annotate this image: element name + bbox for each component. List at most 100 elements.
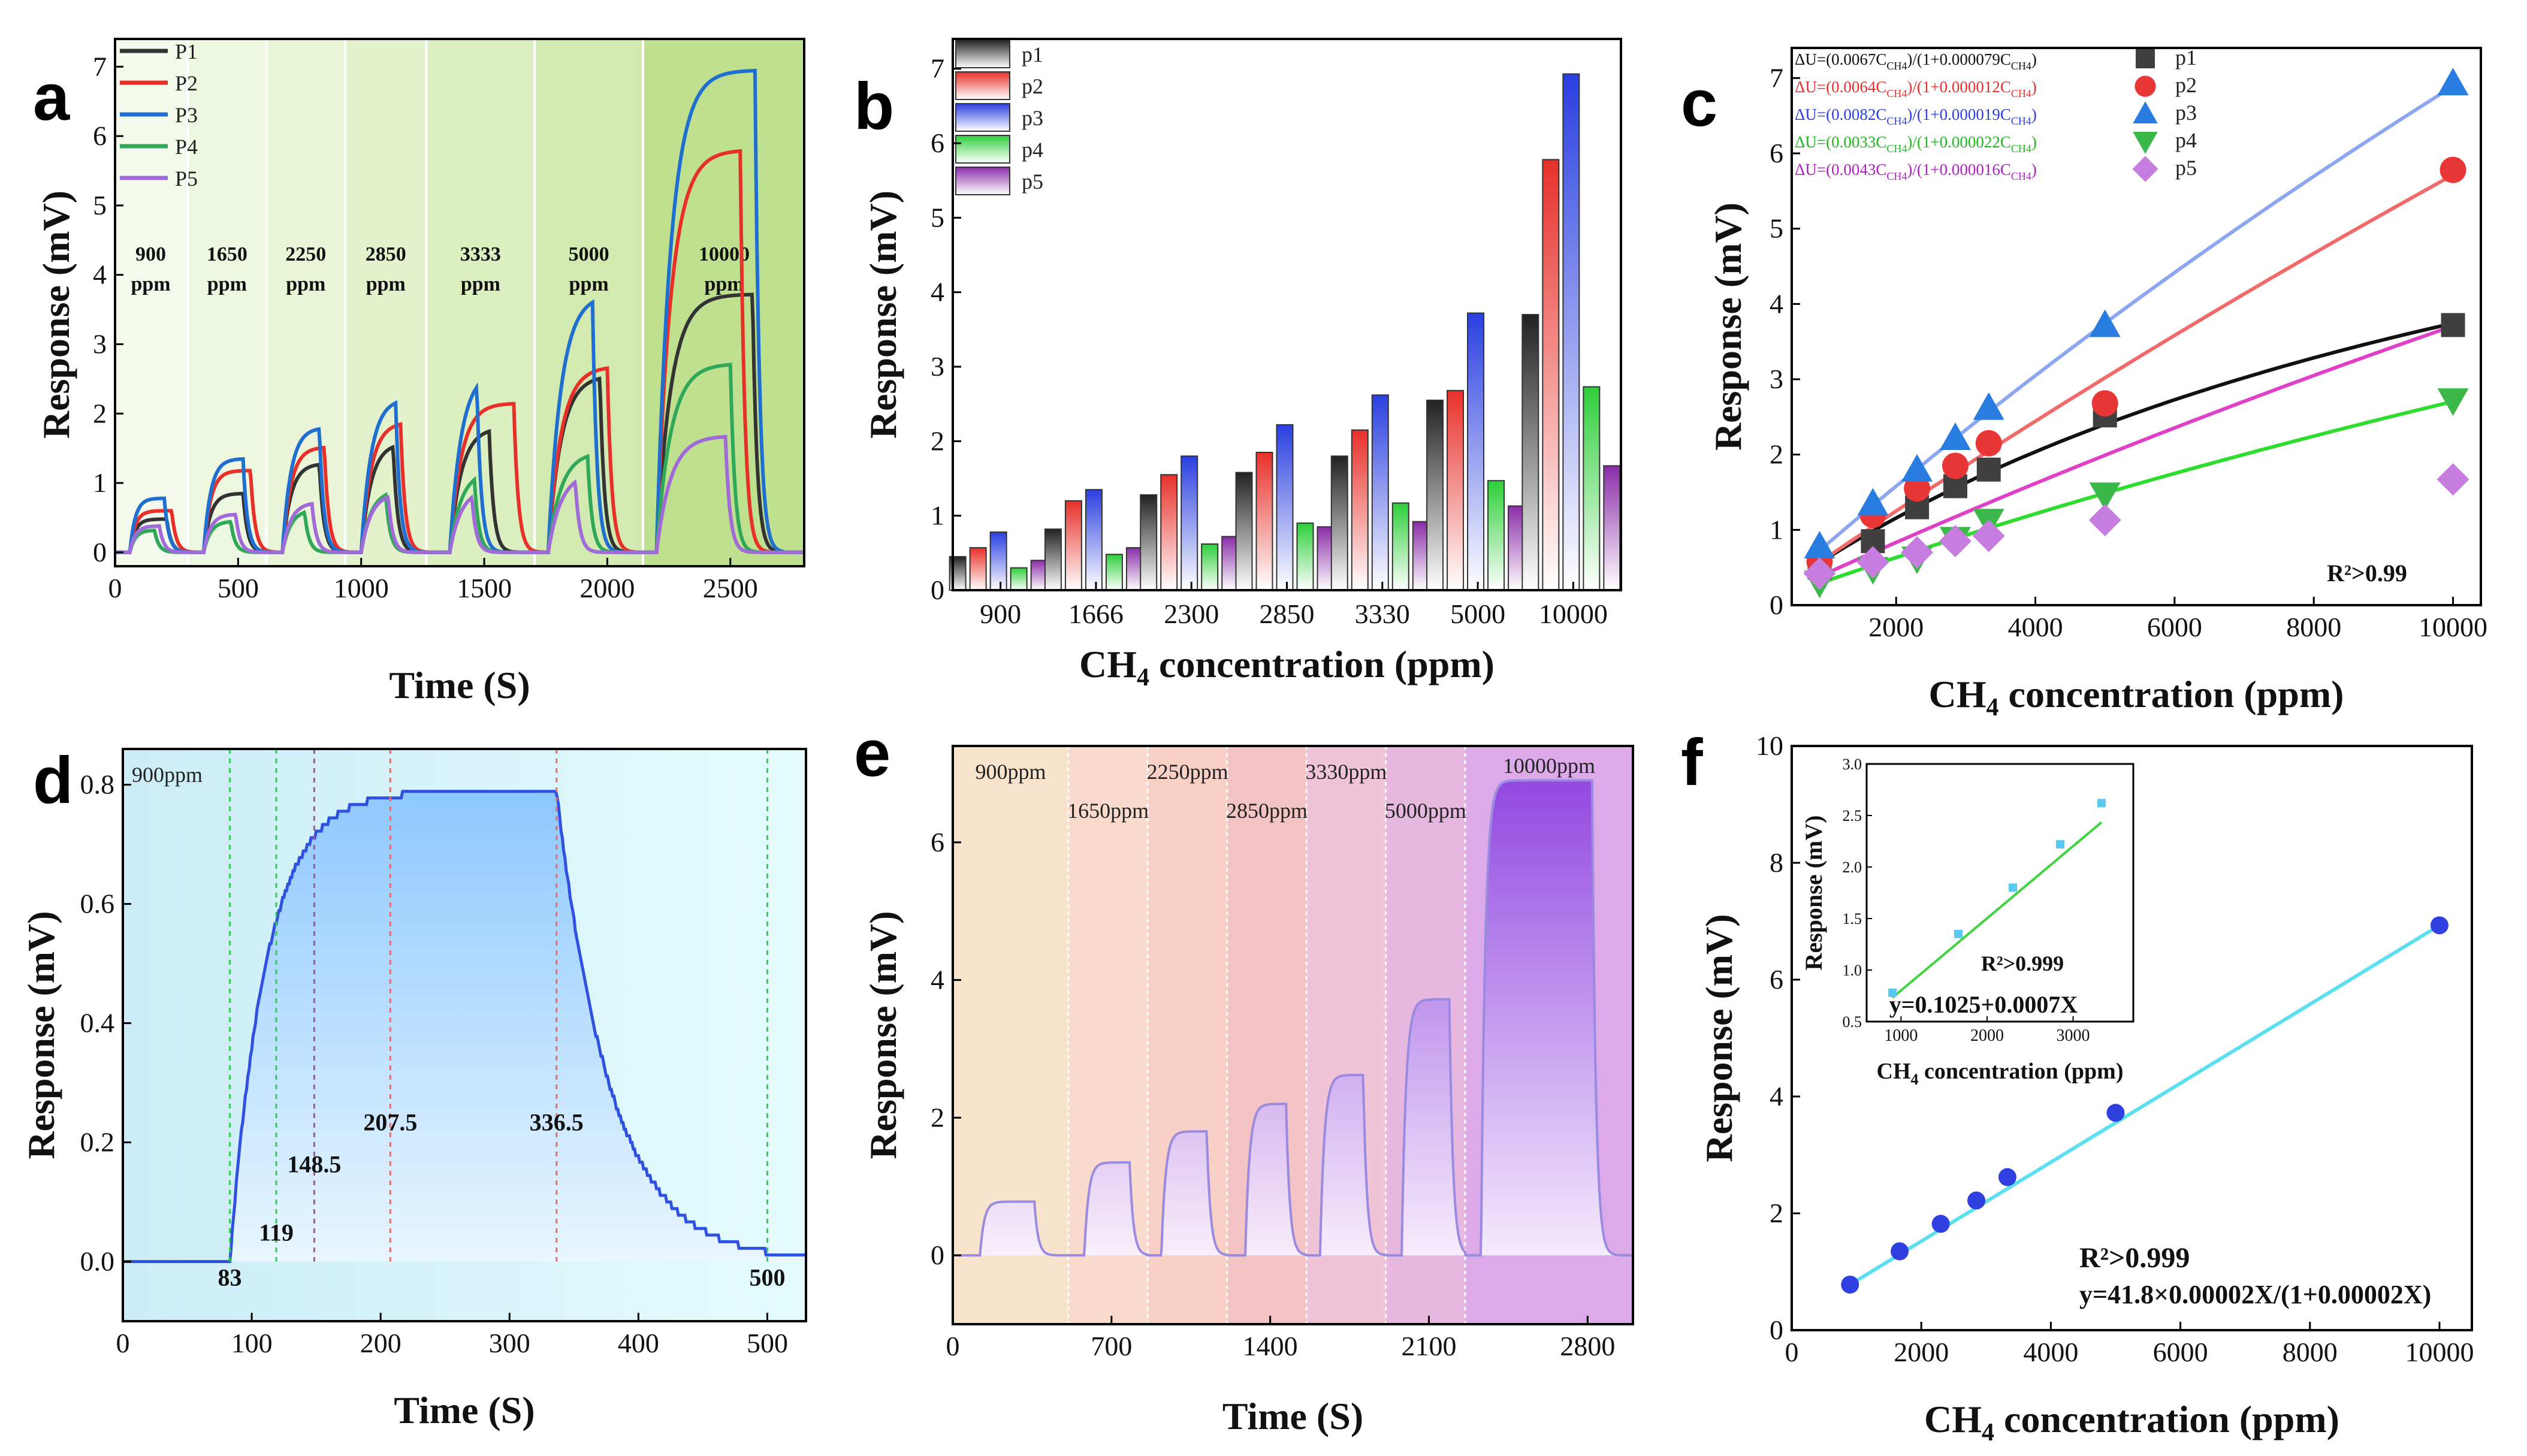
panel-a-ytick-label: 7 [93, 51, 107, 81]
eq-part: ) [2031, 50, 2037, 68]
eq-part: ΔU=(0.0043C [1795, 161, 1886, 179]
eq-sub: CH4 [2011, 87, 2031, 99]
panel-letter-c: c [1681, 67, 1717, 140]
bar-p1-1666 [1044, 528, 1062, 591]
panel-c-xlabel-rest: concentration (ppm) [1999, 673, 2344, 715]
panel-c-ytick-label: 5 [1770, 213, 1783, 244]
panel-a-xlabel: Time (S) [389, 664, 530, 706]
panel-e-ytick-label: 4 [931, 965, 944, 995]
panel-e-xlabel: Time (S) [1222, 1395, 1363, 1437]
panel-c-xlabel: CH4 concentration (ppm) [1929, 673, 2344, 721]
point-p3 [1857, 488, 1889, 516]
panel-e-frame [952, 745, 1634, 1325]
region-label: ppm [207, 273, 247, 295]
legend-label-p3: p3 [1022, 106, 1043, 130]
legend-label-P3: P3 [175, 103, 198, 127]
time-marker-label: 119 [259, 1219, 294, 1246]
bar-p4-2300 [1201, 543, 1219, 591]
panel-a-chart: 900ppm1650ppm2250ppm2850ppm3333ppm5000pp… [35, 38, 805, 706]
legend-marker-p4 [2133, 132, 2158, 154]
fit-curve-p3 [1818, 84, 2454, 552]
region-label: 900 [135, 243, 166, 265]
inset-ylabel: Response (mV) [1800, 815, 1827, 971]
panel-b-ytick-label: 3 [931, 351, 944, 382]
equation-p3: ΔU=(0.0082CCH4)/(1+0.000019CCH4) [1795, 105, 2037, 127]
concentration-label: 900ppm [132, 763, 203, 787]
panel-d-xtick-label: 200 [360, 1328, 401, 1358]
point-p3 [1804, 530, 1835, 558]
inset-ytick-label: 0.5 [1843, 1013, 1862, 1031]
region-label: ppm [704, 273, 744, 295]
bar-p1-2300 [1140, 494, 1158, 591]
bar-p2-2850 [1255, 452, 1273, 591]
panel-a-ytick-label: 3 [93, 328, 107, 359]
legend-swatch-p2 [955, 71, 1010, 100]
series-line-P1 [115, 292, 804, 554]
panel-d-xlabel: Time (S) [394, 1389, 535, 1431]
panel-b-xtick-label: 1666 [1068, 599, 1124, 629]
bar-p4-5000 [1487, 480, 1505, 591]
panel-c-xtick-label: 8000 [2286, 612, 2341, 642]
inset-point [1954, 929, 1963, 938]
point-p3 [1901, 454, 1933, 482]
panel-c-ytick-label: 7 [1770, 62, 1783, 93]
panel-f-xtick-label: 4000 [2023, 1337, 2078, 1367]
response-area [953, 780, 1633, 1256]
inset-point [2009, 883, 2018, 892]
panel-c-ytick-label: 1 [1770, 514, 1783, 545]
panel-a-ytick-label: 4 [93, 259, 107, 290]
panel-d-xtick-label: 400 [618, 1328, 659, 1358]
point-p4 [2089, 482, 2121, 510]
panel-c-ytick-label: 2 [1770, 439, 1783, 470]
panel-b-ytick-label: 1 [931, 500, 944, 531]
bar-p3-3330 [1371, 394, 1389, 591]
panel-f-xtick-label: 10000 [2405, 1337, 2474, 1367]
bar-p1-10000 [1521, 314, 1539, 591]
eq-part: )/(1+0.000079C [1907, 50, 2010, 68]
panel-a-xtick-label: 1000 [334, 573, 389, 603]
panel-f-xtick-label: 8000 [2283, 1337, 2338, 1367]
eq-sub: CH4 [1886, 60, 1907, 72]
panel-b-xlabel-main: CH [1079, 643, 1137, 685]
region-label: ppm [461, 273, 500, 295]
r2-label: R²>0.99 [2327, 560, 2407, 587]
eq-part: )/(1+0.000012C [1907, 78, 2010, 96]
equation-p5: ΔU=(0.0043CCH4)/(1+0.000016CCH4) [1795, 161, 2037, 182]
inset-xtick-label: 2000 [1970, 1026, 2004, 1045]
inset-xlabel-rest: concentration (ppm) [1919, 1059, 2124, 1084]
equation-p2: ΔU=(0.0064CCH4)/(1+0.000012CCH4) [1795, 78, 2037, 99]
series-line-P4 [115, 363, 804, 554]
region-label: ppm [286, 273, 325, 295]
panel-b-xtick-label: 900 [980, 599, 1021, 629]
inset-ytick-label: 3.0 [1843, 756, 1862, 773]
point-p5 [1939, 525, 1972, 558]
bar-p1-2850 [1235, 472, 1253, 591]
series-line-P5 [115, 434, 804, 554]
point-p1 [1976, 457, 2001, 482]
region-label: 5000 [569, 243, 609, 265]
panel-b-chart: 900 1666 2300 2850 3330 5000 10000 p1 p2 p3 p4 p5 0 1… [862, 38, 1622, 691]
panel-d-xtick-label: 300 [489, 1328, 530, 1358]
point-p5 [1856, 546, 1889, 579]
fit-curve-p5 [1819, 324, 2454, 578]
bar-p3-2850 [1276, 424, 1294, 591]
panel-c-ylabel: Response (mV) [1707, 203, 1749, 451]
panel-a-frame [114, 38, 805, 567]
legend-marker-p2 [2134, 75, 2156, 97]
point-p5 [1972, 519, 2005, 552]
inset-point [2055, 840, 2064, 849]
eq-sub: CH4 [2011, 170, 2031, 182]
inset-ytick-label: 2.5 [1843, 807, 1862, 824]
panel-a-ytick-label: 0 [93, 537, 107, 567]
segment-label: 3330ppm [1305, 760, 1387, 784]
point-p4 [2437, 388, 2469, 416]
panel-a-xtick-label: 1500 [457, 573, 512, 603]
panel-b-xlabel: CH4 concentration (ppm) [1079, 643, 1495, 691]
eq-part: ΔU=(0.0067C [1795, 50, 1886, 68]
inset-xlabel-main: CH [1877, 1059, 1911, 1084]
bar-p1-5000 [1426, 399, 1444, 591]
panel-f-ytick-label: 8 [1770, 847, 1783, 878]
inset-xtick-label: 1000 [1884, 1026, 1918, 1045]
